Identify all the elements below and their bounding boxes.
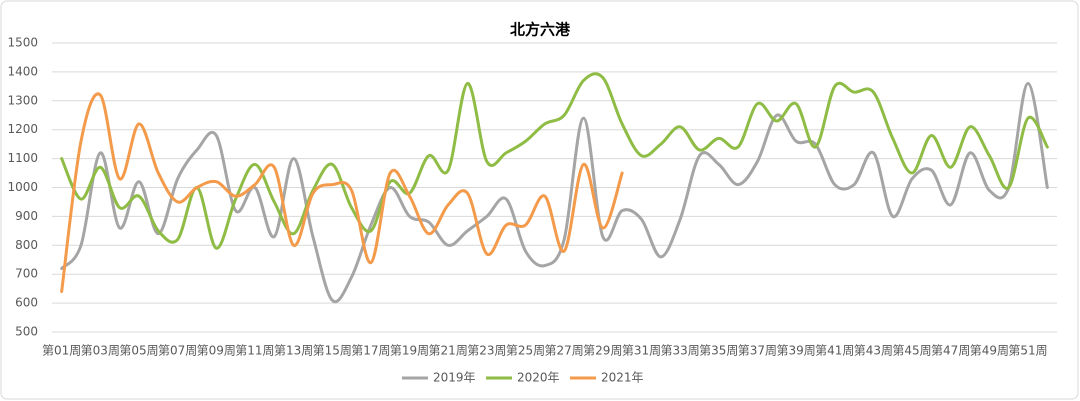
y-tick-label: 700 bbox=[15, 267, 38, 281]
x-tick-label: 第27周 bbox=[545, 344, 584, 358]
x-tick-label: 第01周 bbox=[42, 344, 81, 358]
x-tick-label: 第05周 bbox=[119, 344, 158, 358]
y-tick-label: 1100 bbox=[7, 151, 38, 165]
y-tick-label: 500 bbox=[15, 325, 38, 339]
x-tick-label: 第51周 bbox=[1008, 344, 1047, 358]
chart-title: 北方六港 bbox=[510, 21, 571, 39]
y-tick-label: 600 bbox=[15, 296, 38, 310]
y-tick-label: 1200 bbox=[7, 122, 38, 136]
x-tick-label: 第11周 bbox=[235, 344, 274, 358]
x-tick-label: 第37周 bbox=[738, 344, 777, 358]
series-line bbox=[60, 72, 1049, 250]
x-tick-label: 第19周 bbox=[390, 344, 429, 358]
x-tick-label: 第45周 bbox=[892, 344, 931, 358]
x-tick-label: 第31周 bbox=[622, 344, 661, 358]
x-tick-label: 第03周 bbox=[81, 344, 120, 358]
series-line bbox=[60, 81, 1049, 304]
y-tick-label: 1400 bbox=[7, 64, 38, 78]
y-tick-label: 1500 bbox=[7, 36, 38, 50]
x-tick-label: 第21周 bbox=[429, 344, 468, 358]
y-tick-label: 1000 bbox=[7, 180, 38, 194]
x-tick-label: 第13周 bbox=[274, 344, 313, 358]
y-tick-label: 1300 bbox=[7, 93, 38, 107]
x-tick-label: 第33周 bbox=[660, 344, 699, 358]
legend-label: 2020年 bbox=[517, 371, 560, 385]
x-tick-label: 第25周 bbox=[506, 344, 545, 358]
x-tick-label: 第41周 bbox=[815, 344, 854, 358]
y-tick-label: 900 bbox=[15, 209, 38, 223]
x-tick-label: 第39周 bbox=[776, 344, 815, 358]
x-tick-label: 第15周 bbox=[313, 344, 352, 358]
y-tick-label: 800 bbox=[15, 238, 38, 252]
x-tick-label: 第35周 bbox=[699, 344, 738, 358]
x-tick-label: 第47周 bbox=[931, 344, 970, 358]
x-tick-label: 第23周 bbox=[467, 344, 506, 358]
x-tick-label: 第49周 bbox=[970, 344, 1009, 358]
x-tick-label: 第07周 bbox=[158, 344, 197, 358]
series-line bbox=[60, 92, 624, 294]
x-tick-label: 第29周 bbox=[583, 344, 622, 358]
x-tick-label: 第09周 bbox=[197, 344, 236, 358]
x-tick-label: 第17周 bbox=[351, 344, 390, 358]
x-tick-label: 第43周 bbox=[854, 344, 893, 358]
legend-label: 2019年 bbox=[433, 371, 476, 385]
legend-label: 2021年 bbox=[601, 371, 644, 385]
